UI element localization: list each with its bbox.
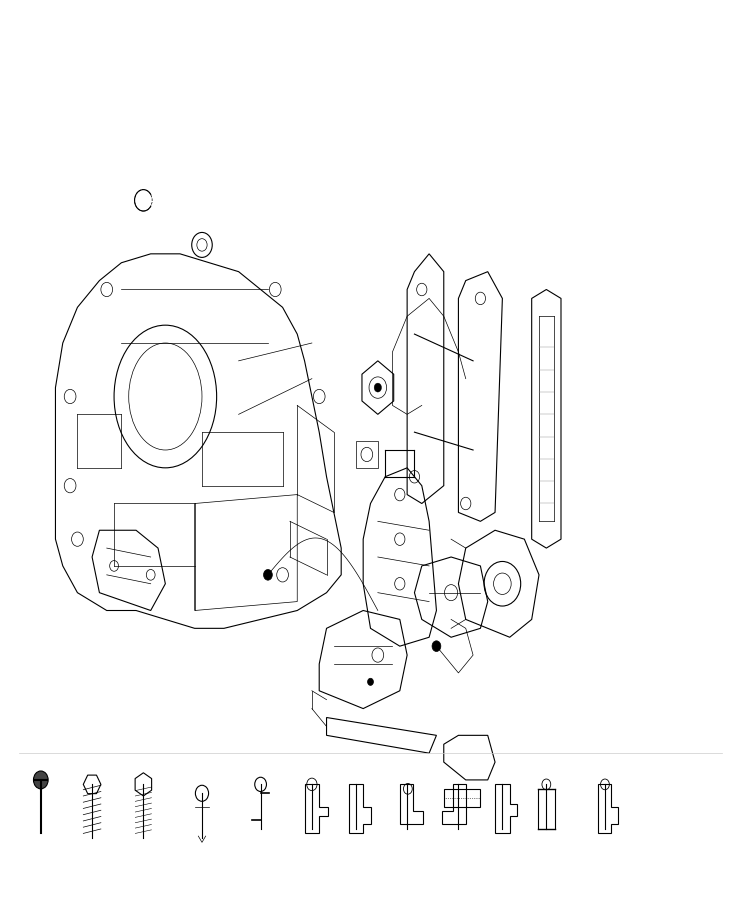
Circle shape (33, 771, 48, 788)
Circle shape (264, 570, 273, 580)
Circle shape (374, 383, 382, 392)
Circle shape (432, 641, 441, 652)
Circle shape (368, 679, 373, 686)
